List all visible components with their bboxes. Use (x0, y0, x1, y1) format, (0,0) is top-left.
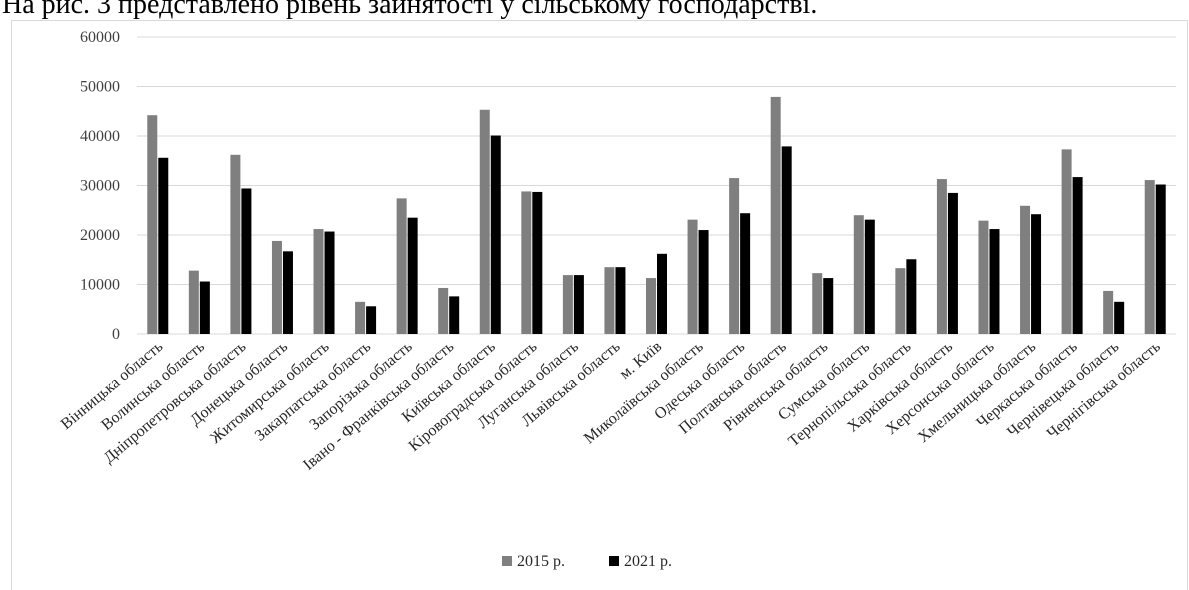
bar-2015-9 (479, 109, 490, 334)
bar-2021-7 (407, 217, 418, 334)
legend-swatch-2021 (609, 556, 619, 566)
bar-2021-20 (947, 192, 958, 334)
bar-2021-19 (906, 259, 917, 334)
bar-2015-8 (438, 287, 449, 334)
page-heading: На рис. 3 представлено рівень зайнятості… (2, 0, 818, 20)
bar-2015-23 (1061, 149, 1072, 334)
bar-2021-21 (989, 229, 1000, 334)
bar-2015-14 (687, 219, 698, 334)
y-tick-label: 50000 (80, 79, 120, 96)
bar-2021-13 (657, 253, 667, 334)
bar-2021-3 (241, 188, 252, 334)
bar-2015-2 (188, 270, 199, 334)
bar-2015-10 (521, 191, 532, 334)
bar-2015-12 (604, 267, 615, 334)
bar-2015-16 (770, 96, 781, 335)
legend-label-2015: 2015 р. (517, 553, 565, 570)
bar-2015-11 (562, 275, 573, 334)
bar-2021-4 (282, 251, 293, 334)
bar-2021-9 (490, 135, 501, 334)
bar-2015-15 (729, 178, 740, 334)
bar-2021-24 (1114, 301, 1125, 334)
bar-2015-24 (1103, 290, 1114, 334)
bar-2021-2 (199, 281, 210, 334)
bar-2015-3 (230, 154, 241, 334)
bar-2015-22 (1020, 205, 1031, 334)
bar-2015-5 (313, 229, 324, 334)
y-tick-label: 60000 (80, 29, 120, 46)
bar-2021-8 (449, 296, 460, 334)
legend-swatch-2015 (502, 556, 512, 566)
bar-2021-23 (1072, 177, 1083, 334)
bar-2021-6 (366, 306, 377, 334)
bar-2021-14 (698, 230, 709, 334)
bar-2015-17 (812, 273, 823, 334)
y-tick-label: 20000 (80, 227, 120, 244)
bar-2015-6 (355, 301, 366, 334)
legend-label-2021: 2021 р. (624, 553, 672, 570)
bar-2021-1 (158, 157, 169, 334)
bar-2015-13 (646, 278, 656, 334)
y-tick-label: 30000 (80, 178, 120, 195)
bar-2021-22 (1031, 214, 1042, 334)
bar-2015-21 (978, 220, 989, 334)
bar-2021-12 (615, 267, 626, 334)
bar-2015-4 (271, 240, 282, 334)
bar-2021-25 (1155, 184, 1166, 334)
bar-2021-15 (740, 213, 751, 334)
bar-2021-5 (324, 231, 335, 334)
bar-2021-16 (781, 146, 792, 334)
bar-2021-10 (532, 191, 543, 334)
y-tick-label: 10000 (80, 277, 120, 294)
y-tick-label: 40000 (80, 128, 120, 145)
bar-2015-20 (936, 179, 947, 334)
bar-2015-18 (853, 215, 864, 334)
bar-2015-7 (396, 198, 407, 334)
bar-2021-11 (573, 275, 584, 334)
bar-2015-1 (147, 115, 158, 335)
bar-2015-19 (895, 268, 906, 334)
bar-2021-17 (823, 278, 834, 334)
bar-2021-18 (864, 219, 875, 334)
bar-2015-25 (1144, 180, 1155, 334)
y-tick-label: 0 (112, 326, 120, 343)
